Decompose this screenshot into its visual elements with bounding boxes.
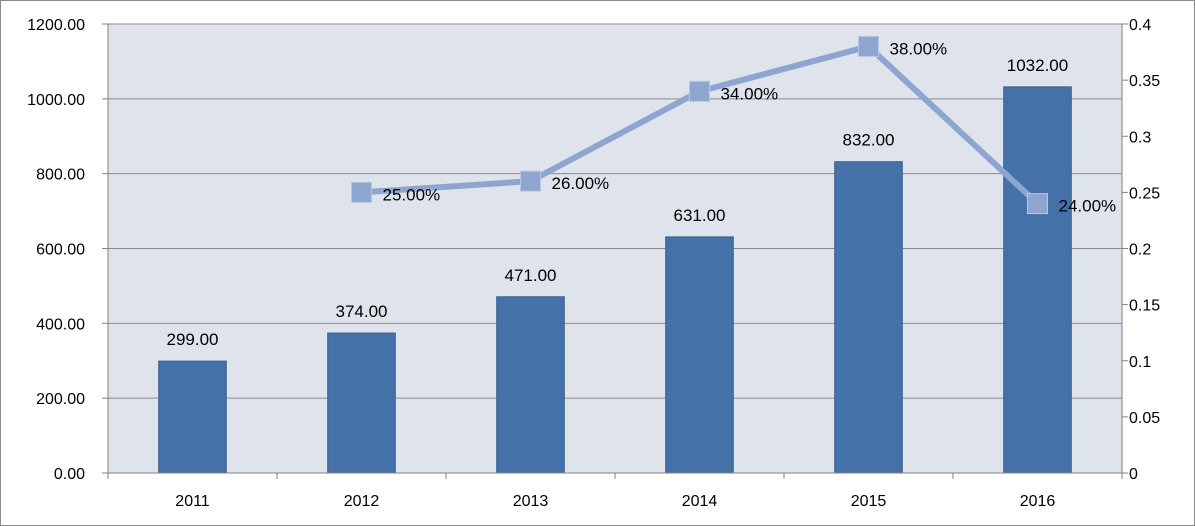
y-left-tick-label: 0.00 (54, 466, 85, 483)
y-right-tick-label: 0.3 (1129, 129, 1151, 146)
data-labels: 299.00 374.00 471.00 631.00 832.00 1032.00 25.… (167, 39, 1117, 349)
y-left-tick-label: 200.00 (36, 391, 85, 408)
line-data-label: 25.00% (383, 185, 441, 204)
line-data-label: 34.00% (721, 84, 779, 103)
bar-data-label: 374.00 (336, 302, 388, 321)
y-left-tick-label: 800.00 (36, 167, 85, 184)
y-right-tick-label: 0.2 (1129, 242, 1151, 259)
y-left-tick-label: 1000.00 (27, 92, 85, 109)
bar (327, 332, 396, 474)
x-tick-label: 2016 (1020, 493, 1056, 510)
bar (1003, 86, 1072, 474)
y-right-tick-label: 0.35 (1129, 73, 1160, 90)
x-tick-label: 2012 (344, 493, 380, 510)
line-marker (858, 35, 879, 57)
x-tick-label: 2013 (513, 493, 549, 510)
line-marker (520, 170, 541, 192)
y-right-tick-label: 0.05 (1129, 410, 1160, 427)
line-series (351, 35, 1048, 215)
bar-data-label: 299.00 (167, 330, 219, 349)
y-left-tick-label: 600.00 (36, 242, 85, 259)
bar (665, 236, 734, 474)
line-data-label: 24.00% (1059, 197, 1117, 216)
x-tick-label: 2015 (851, 493, 887, 510)
line-data-label: 26.00% (552, 174, 610, 193)
y-left-tick-label: 400.00 (36, 316, 85, 333)
x-tick-label: 2014 (682, 493, 718, 510)
bar-data-label: 471.00 (505, 266, 557, 285)
bar (834, 161, 903, 474)
bar-data-label: 1032.00 (1007, 56, 1068, 75)
bar (496, 296, 565, 474)
bar-data-label: 631.00 (674, 206, 726, 225)
bar-data-label: 832.00 (843, 131, 895, 150)
y-right-tick-label: 0 (1129, 466, 1138, 483)
line-data-label: 38.00% (890, 39, 948, 58)
line-marker (1027, 193, 1048, 215)
line-marker (351, 181, 372, 203)
y-right-tick-label: 0.15 (1129, 298, 1160, 315)
bar (158, 360, 227, 474)
x-tick-label: 2011 (175, 493, 210, 510)
y-right-tick-label: 0.1 (1129, 354, 1151, 371)
y-left-tick-label: 1200.00 (27, 17, 85, 34)
y-right-tick-label: 0.25 (1129, 185, 1160, 202)
y-right-tick-label: 0.4 (1129, 17, 1151, 34)
axes: 0.00 200.00 400.00 600.00 800.00 1000.00 1200.… (27, 17, 1160, 510)
line-marker (689, 80, 710, 102)
